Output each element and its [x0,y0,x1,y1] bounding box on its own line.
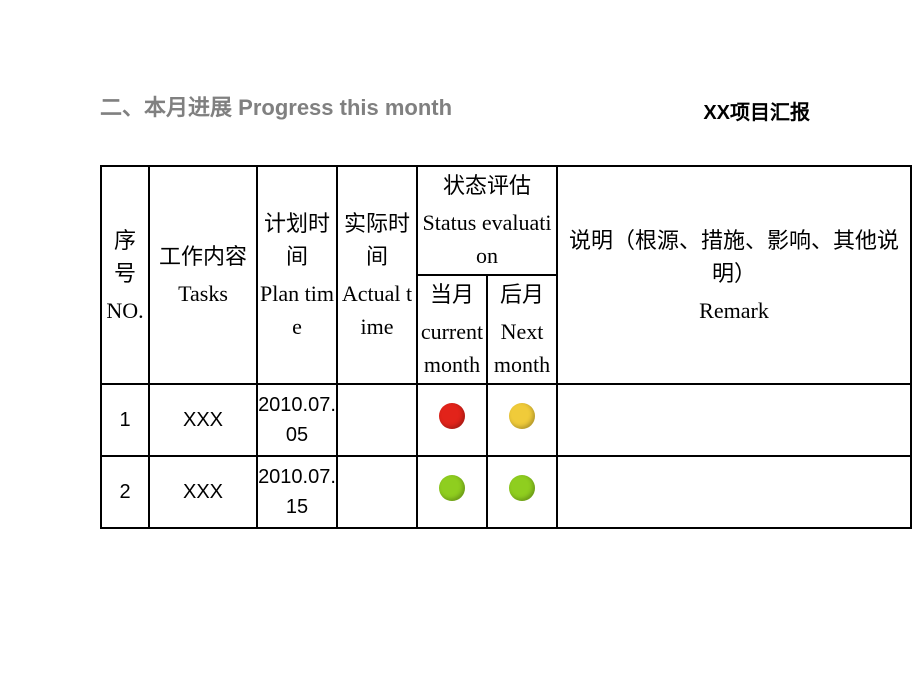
progress-table-body: 1XXX2010.07.052XXX2010.07.15 [101,384,911,528]
cell-remark [557,456,911,528]
status-dot-icon [509,475,535,501]
cell-actual [337,456,417,528]
col-header-no: 序号 NO. [101,166,149,384]
cell-tasks: XXX [149,456,257,528]
progress-table: 序号 NO. 工作内容 Tasks 计划时间 Plan time 实际时间 Ac… [100,165,912,529]
table-row: 1XXX2010.07.05 [101,384,911,456]
status-dot-icon [509,403,535,429]
cell-actual [337,384,417,456]
cell-no: 1 [101,384,149,456]
progress-table-wrap: 序号 NO. 工作内容 Tasks 计划时间 Plan time 实际时间 Ac… [100,165,912,529]
cell-remark [557,384,911,456]
cell-status-next [487,384,557,456]
cell-no: 2 [101,456,149,528]
col-header-status: 状态评估 Status evaluation [417,166,557,275]
cell-plan: 2010.07.15 [257,456,337,528]
col-header-current-month: 当月 current month [417,275,487,384]
col-header-actual: 实际时间 Actual time [337,166,417,384]
col-header-plan: 计划时间 Plan time [257,166,337,384]
section-title-en: Progress this month [238,95,452,120]
col-header-remark: 说明（根源、措施、影响、其他说明） Remark [557,166,911,384]
status-dot-icon [439,475,465,501]
cell-tasks: XXX [149,384,257,456]
table-row: 2XXX2010.07.15 [101,456,911,528]
project-label: XX项目汇报 [703,96,810,125]
col-header-next-month: 后月 Next month [487,275,557,384]
section-title-cn: 二、本月进展 [100,95,232,120]
section-title: 二、本月进展 Progress this month [100,90,452,122]
status-dot-icon [439,403,465,429]
cell-plan: 2010.07.05 [257,384,337,456]
cell-status-current [417,384,487,456]
col-header-tasks: 工作内容 Tasks [149,166,257,384]
cell-status-current [417,456,487,528]
cell-status-next [487,456,557,528]
